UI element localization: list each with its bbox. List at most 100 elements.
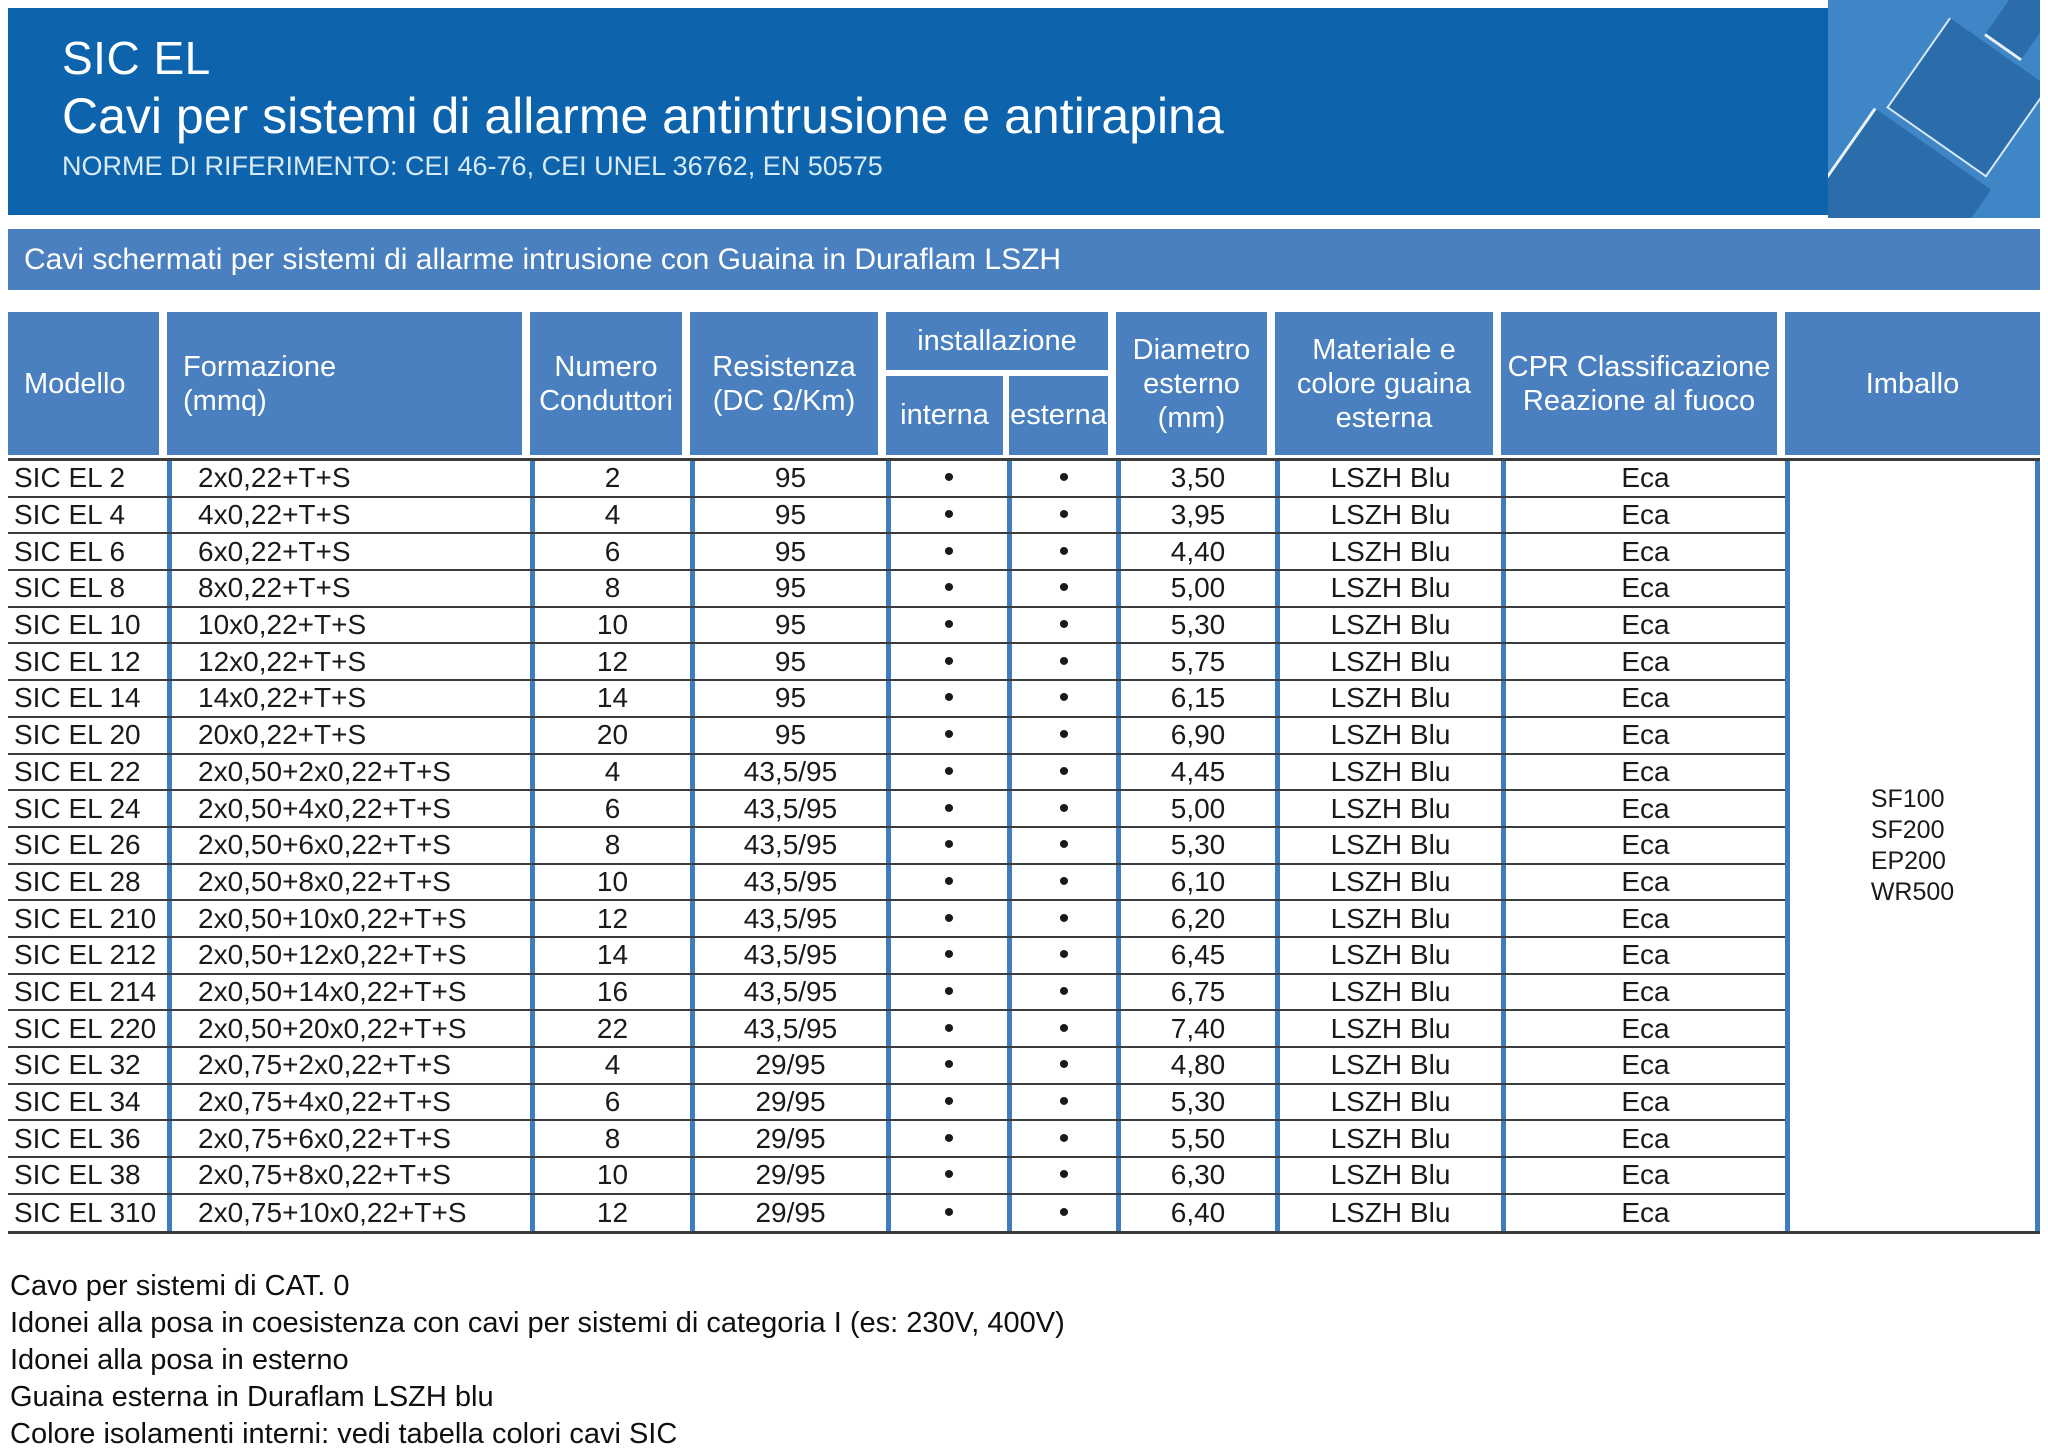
cable-graphic xyxy=(1828,0,2040,218)
cell-external-dot: • xyxy=(1007,974,1116,1010)
cell-formation: 2x0,75+8x0,22+T+S xyxy=(167,1158,530,1193)
cell-cpr: Eca xyxy=(1501,461,1785,496)
table-row: SIC EL 310 2x0,75+10x0,22+T+S 12 29/95 •… xyxy=(8,1194,1785,1232)
cell-formation: 2x0,50+10x0,22+T+S xyxy=(167,901,530,936)
table-body: SIC EL 2 2x0,22+T+S 2 95 • • 3,50 LSZH B… xyxy=(8,458,2040,1235)
cell-sheath: LSZH Blu xyxy=(1275,901,1501,936)
cell-external-dot: • xyxy=(1007,461,1116,496)
cell-formation: 2x0,50+14x0,22+T+S xyxy=(167,974,530,1010)
table-row: SIC EL 4 4x0,22+T+S 4 95 • • 3,95 LSZH B… xyxy=(8,497,1785,535)
cell-internal-dot: • xyxy=(886,681,1007,716)
cell-internal-dot: • xyxy=(886,827,1007,863)
cell-model: SIC EL 38 xyxy=(14,1159,141,1191)
cell-model: SIC EL 2 xyxy=(14,462,126,494)
cell-resistance: 95 xyxy=(690,461,886,496)
cell-formation: 2x0,50+20x0,22+T+S xyxy=(167,1011,530,1046)
footer-note: Cavo per sistemi di CAT. 0 xyxy=(10,1270,350,1302)
cell-resistance: 29/95 xyxy=(690,1048,886,1083)
cell-cpr: Eca xyxy=(1501,937,1785,973)
cell-conductors: 6 xyxy=(530,534,690,570)
cell-internal-dot: • xyxy=(886,607,1007,643)
cell-conductors: 2 xyxy=(530,461,690,496)
data-table: Modello Formazione (mmq) Numero Condutto… xyxy=(8,312,2040,1235)
cell-formation: 2x0,75+6x0,22+T+S xyxy=(167,1121,530,1157)
cell-sheath: LSZH Blu xyxy=(1275,864,1501,900)
cell-internal-dot: • xyxy=(886,1158,1007,1193)
cell-external-dot: • xyxy=(1007,717,1116,753)
cell-sheath: LSZH Blu xyxy=(1275,754,1501,790)
table-row: SIC EL 10 10x0,22+T+S 10 95 • • 5,30 LSZ… xyxy=(8,607,1785,645)
cell-internal-dot: • xyxy=(886,864,1007,900)
cell-cpr: Eca xyxy=(1501,571,1785,606)
cell-internal-dot: • xyxy=(886,1084,1007,1120)
cell-cpr: Eca xyxy=(1501,497,1785,533)
cell-diameter: 6,10 xyxy=(1116,864,1275,900)
cell-conductors: 10 xyxy=(530,864,690,900)
imballo-code: WR500 xyxy=(1870,878,1955,907)
cell-external-dot: • xyxy=(1007,864,1116,900)
cell-external-dot: • xyxy=(1007,791,1116,826)
cell-sheath: LSZH Blu xyxy=(1275,717,1501,753)
cell-formation: 20x0,22+T+S xyxy=(167,717,530,753)
cell-diameter: 4,45 xyxy=(1116,754,1275,790)
cell-diameter: 5,30 xyxy=(1116,1084,1275,1120)
table-row: SIC EL 38 2x0,75+8x0,22+T+S 10 29/95 • •… xyxy=(8,1158,1785,1195)
cell-external-dot: • xyxy=(1007,937,1116,973)
cell-external-dot: • xyxy=(1007,1121,1116,1157)
cell-sheath: LSZH Blu xyxy=(1275,791,1501,826)
cell-internal-dot: • xyxy=(886,461,1007,496)
cable-connector-icon xyxy=(1828,0,2040,218)
cell-cpr: Eca xyxy=(1501,1011,1785,1046)
cell-sheath: LSZH Blu xyxy=(1275,1084,1501,1120)
cell-sheath: LSZH Blu xyxy=(1275,827,1501,863)
cell-external-dot: • xyxy=(1007,497,1116,533)
cell-sheath: LSZH Blu xyxy=(1275,1048,1501,1083)
table-row: SIC EL 26 2x0,50+6x0,22+T+S 8 43,5/95 • … xyxy=(8,827,1785,865)
cell-internal-dot: • xyxy=(886,791,1007,826)
cell-conductors: 10 xyxy=(530,607,690,643)
cell-formation: 2x0,50+6x0,22+T+S xyxy=(167,827,530,863)
cell-external-dot: • xyxy=(1007,607,1116,643)
cell-conductors: 4 xyxy=(530,754,690,790)
cell-sheath: LSZH Blu xyxy=(1275,607,1501,643)
cell-sheath: LSZH Blu xyxy=(1275,681,1501,716)
cell-model: SIC EL 212 xyxy=(14,939,157,971)
col-header-conductors: Numero Conduttori xyxy=(530,312,690,455)
table-row: SIC EL 214 2x0,50+14x0,22+T+S 16 43,5/95… xyxy=(8,974,1785,1012)
cell-internal-dot: • xyxy=(886,1194,1007,1232)
cell-cpr: Eca xyxy=(1501,974,1785,1010)
cell-resistance: 95 xyxy=(690,607,886,643)
cell-internal-dot: • xyxy=(886,901,1007,936)
cell-model: SIC EL 210 xyxy=(14,902,157,934)
table-header: Modello Formazione (mmq) Numero Condutto… xyxy=(8,312,2040,455)
cell-cpr: Eca xyxy=(1501,1194,1785,1232)
cell-cpr: Eca xyxy=(1501,827,1785,863)
cell-model: SIC EL 14 xyxy=(14,682,141,714)
cell-resistance: 95 xyxy=(690,644,886,680)
cell-external-dot: • xyxy=(1007,1158,1116,1193)
cell-model: SIC EL 20 xyxy=(14,719,141,751)
cell-formation: 14x0,22+T+S xyxy=(167,681,530,716)
cell-cpr: Eca xyxy=(1501,1084,1785,1120)
norms-line: NORME DI RIFERIMENTO: CEI 46-76, CEI UNE… xyxy=(62,151,883,181)
cell-cpr: Eca xyxy=(1501,534,1785,570)
cell-model: SIC EL 36 xyxy=(14,1122,141,1154)
cell-internal-dot: • xyxy=(886,937,1007,973)
imballo-code: EP200 xyxy=(1870,847,1946,876)
cell-model: SIC EL 28 xyxy=(14,865,141,897)
footer-notes: Cavo per sistemi di CAT. 0 Idonei alla po… xyxy=(10,1268,1065,1453)
imballo-lines: SF100 SF200 EP200 WR500 xyxy=(1871,784,1954,908)
table-row: SIC EL 28 2x0,50+8x0,22+T+S 10 43,5/95 •… xyxy=(8,864,1785,902)
col-header-external: esterna xyxy=(1009,376,1108,455)
cell-resistance: 43,5/95 xyxy=(690,974,886,1010)
cell-conductors: 14 xyxy=(530,937,690,973)
cell-diameter: 6,45 xyxy=(1116,937,1275,973)
col-header-internal: interna xyxy=(886,376,1003,455)
cell-conductors: 12 xyxy=(530,644,690,680)
cell-resistance: 43,5/95 xyxy=(690,864,886,900)
cell-conductors: 10 xyxy=(530,1158,690,1193)
col-header-formation-line2: (mmq) xyxy=(183,384,267,417)
cell-conductors: 20 xyxy=(530,717,690,753)
cell-conductors: 4 xyxy=(530,1048,690,1083)
cell-cpr: Eca xyxy=(1501,607,1785,643)
